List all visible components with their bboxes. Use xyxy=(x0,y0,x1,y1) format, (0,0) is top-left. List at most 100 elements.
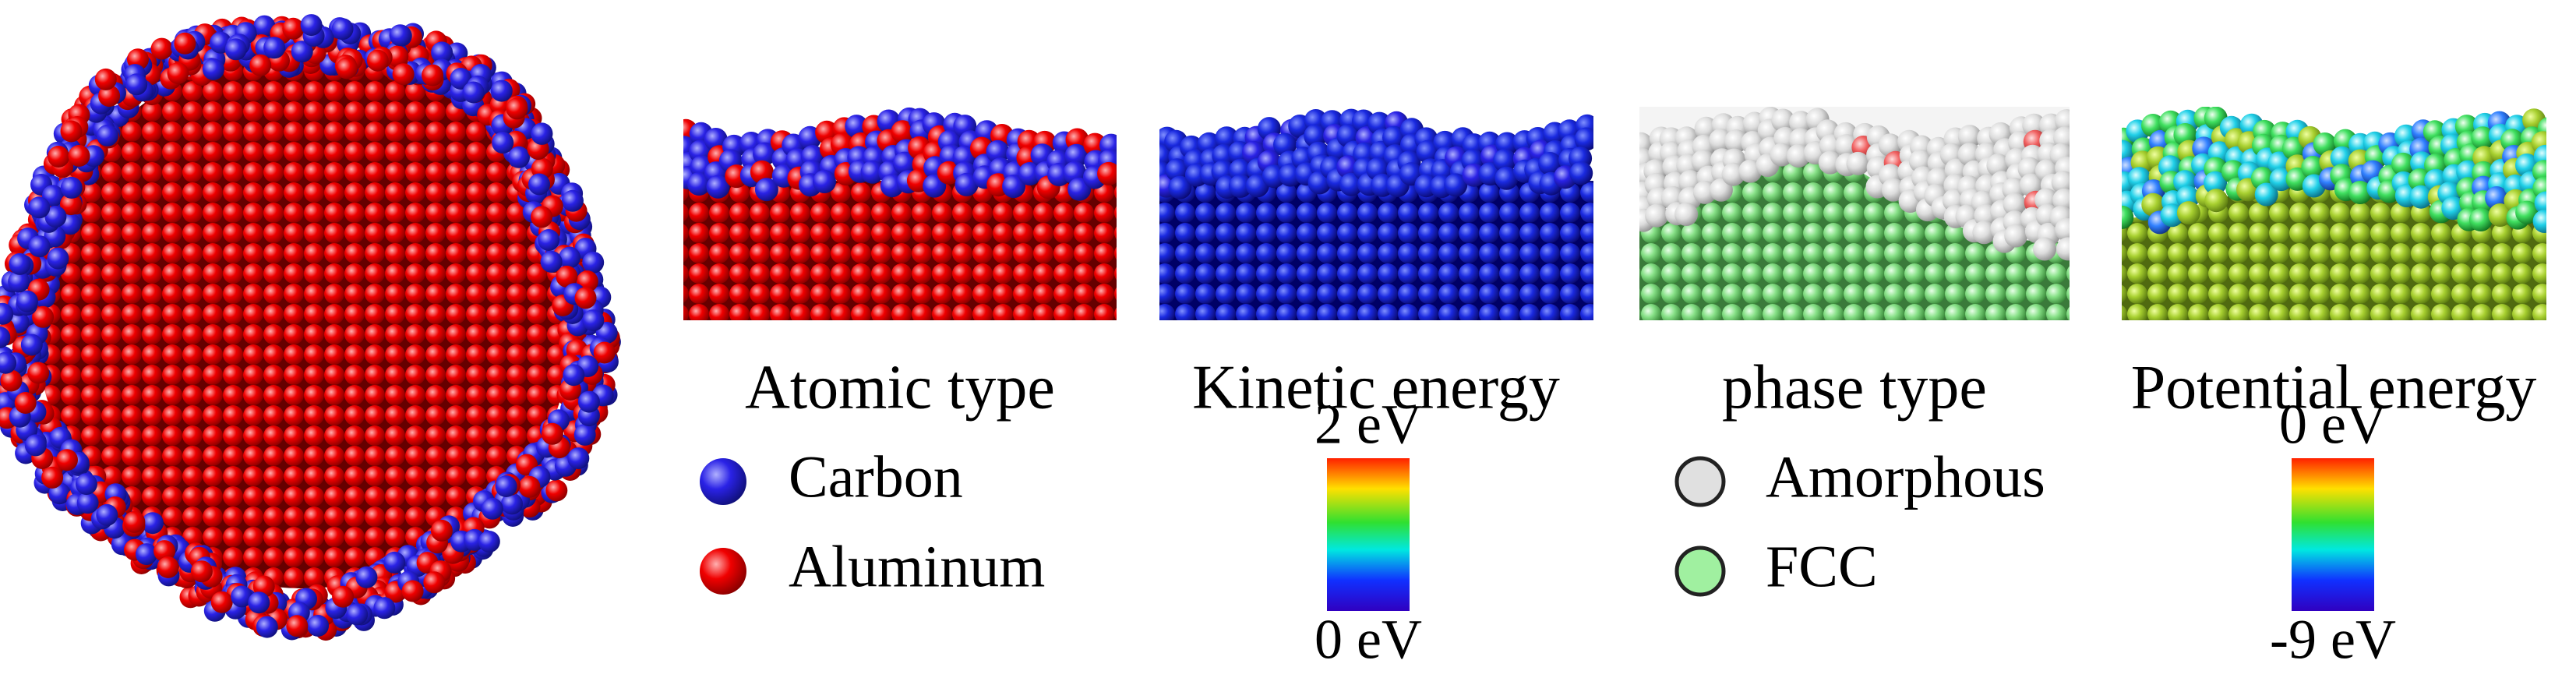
legend-marker xyxy=(1674,456,1726,507)
atom xyxy=(44,206,67,228)
atom xyxy=(582,251,605,274)
atom xyxy=(704,128,728,151)
atom xyxy=(56,449,78,471)
colorbar xyxy=(2292,458,2374,611)
atom xyxy=(386,45,409,68)
atom xyxy=(75,473,97,496)
atom xyxy=(28,196,51,219)
atom xyxy=(96,124,118,147)
atom xyxy=(154,540,176,563)
atom xyxy=(845,115,869,139)
panel-caption: phase type xyxy=(1722,353,1987,422)
atom xyxy=(136,543,157,566)
legend-marker xyxy=(700,458,746,505)
atom xyxy=(167,62,189,84)
atom xyxy=(248,591,270,614)
panel-caption: Atomic type xyxy=(745,353,1055,422)
atom xyxy=(540,250,563,273)
atom xyxy=(1834,134,1858,158)
atom xyxy=(556,265,578,288)
atom xyxy=(2004,224,2028,248)
atom xyxy=(1674,203,1699,226)
atom xyxy=(41,466,64,489)
atom xyxy=(2488,203,2512,227)
atom xyxy=(1645,203,1669,228)
atom xyxy=(582,309,605,332)
atom xyxy=(2301,156,2325,179)
atom xyxy=(545,479,568,502)
atom xyxy=(28,235,51,258)
atom xyxy=(1339,172,1363,196)
atom xyxy=(531,122,553,145)
atom xyxy=(282,17,305,40)
atom xyxy=(2409,185,2433,209)
atom xyxy=(1881,178,1905,202)
atom xyxy=(1064,143,1089,168)
atom xyxy=(332,585,355,608)
atom xyxy=(125,73,148,96)
atom xyxy=(2534,191,2546,215)
atom xyxy=(495,475,517,497)
atom xyxy=(1228,174,1252,198)
atom xyxy=(202,58,224,80)
atom xyxy=(383,551,406,574)
atom xyxy=(561,189,584,212)
atom xyxy=(47,247,69,270)
atom xyxy=(16,290,38,312)
md-panel xyxy=(2122,107,2546,320)
atom xyxy=(813,170,836,193)
atom xyxy=(9,252,31,275)
atom xyxy=(355,566,378,588)
colorbar xyxy=(1327,458,1410,611)
atom xyxy=(256,616,278,638)
atom xyxy=(286,615,309,637)
atom xyxy=(0,351,17,374)
atom xyxy=(431,41,453,64)
panel-caption: Potential energy xyxy=(2131,353,2537,422)
atom xyxy=(190,560,213,583)
atom xyxy=(366,49,389,72)
atom xyxy=(1168,175,1192,199)
atom xyxy=(501,493,523,515)
atom xyxy=(1002,175,1026,199)
legend-marker xyxy=(1674,545,1726,597)
atom xyxy=(1494,166,1519,190)
atom xyxy=(210,591,233,613)
atom xyxy=(2515,200,2539,224)
atom xyxy=(32,305,55,328)
atom xyxy=(2204,189,2228,213)
legend-label: Carbon xyxy=(789,444,963,510)
atom xyxy=(1771,108,1795,132)
atom xyxy=(48,146,70,168)
atom xyxy=(955,172,979,196)
atom xyxy=(27,362,50,384)
atom xyxy=(573,423,596,446)
atom xyxy=(20,334,43,356)
atom xyxy=(141,512,164,535)
atom xyxy=(1304,124,1328,148)
atom xyxy=(96,503,118,526)
atom xyxy=(1416,139,1440,164)
md-panel xyxy=(1159,107,1593,320)
atom xyxy=(60,176,83,199)
atom xyxy=(373,597,396,620)
atom xyxy=(577,390,600,413)
atom xyxy=(291,41,313,63)
atom xyxy=(94,68,117,90)
atom xyxy=(2468,208,2493,231)
atom xyxy=(430,519,453,542)
atom xyxy=(2391,152,2415,176)
atom xyxy=(753,142,777,166)
legend-label: Aluminum xyxy=(789,534,1045,599)
atom xyxy=(2254,182,2278,207)
colorbar-min-label: -9 eV xyxy=(2270,609,2396,671)
atom xyxy=(423,571,446,594)
atom xyxy=(1097,161,1117,185)
atom xyxy=(2056,237,2070,261)
atom xyxy=(892,151,916,175)
atom xyxy=(331,18,354,41)
atom xyxy=(860,160,884,184)
atom xyxy=(2532,210,2546,233)
atom xyxy=(2204,171,2228,195)
atom xyxy=(462,81,485,104)
